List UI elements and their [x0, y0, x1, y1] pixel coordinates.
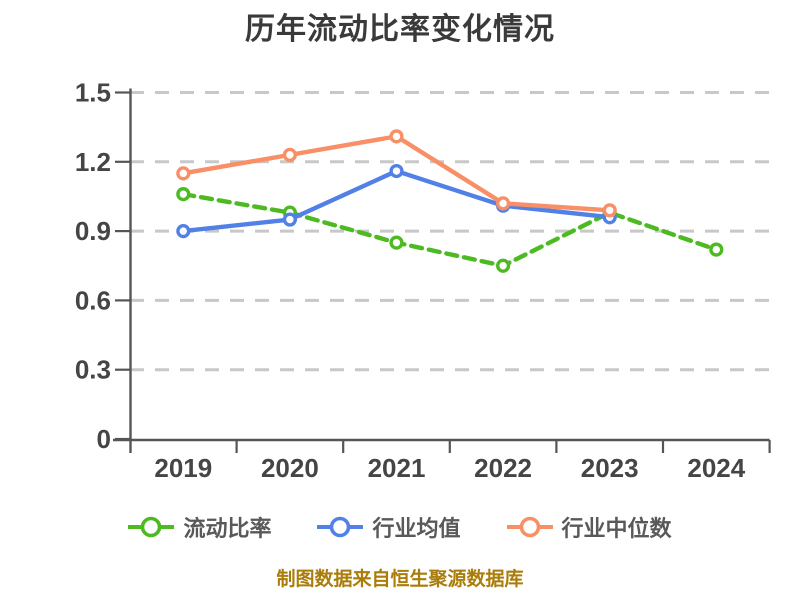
y-axis-tick-label: 0: [97, 424, 111, 454]
y-axis-tick-label: 0.3: [75, 355, 111, 385]
y-axis-tick-label: 1.2: [75, 147, 111, 177]
line-chart-plot-area: 0 0.3 0.6 0.9 1.2 1.5 2019 2020 2021 2022 2023 2024: [75, 78, 771, 483]
x-axis-tick-label: 2024: [687, 453, 745, 483]
x-axis-tick-label: 2021: [368, 453, 426, 483]
x-axis-tick-label: 2019: [154, 453, 212, 483]
legend-item-current-ratio[interactable]: 流动比率: [128, 511, 271, 543]
data-point-行业中位数-2023: [602, 203, 617, 218]
legend-label: 行业均值: [372, 516, 461, 541]
data-point-行业均值-2021: [389, 163, 404, 179]
legend-marker-circle-icon: [128, 516, 175, 538]
legend-item-industry-average[interactable]: 行业均值: [317, 511, 461, 543]
data-point-行业均值-2020: [282, 212, 298, 227]
legend-label: 行业中位数: [561, 516, 672, 541]
chart-title: 历年流动比率变化情况: [245, 13, 555, 46]
series-line-行业均值: [181, 168, 612, 234]
data-source-note: 制图数据来自恒生聚源数据库: [276, 569, 524, 590]
series-line-流动比率: [181, 191, 719, 268]
y-axis-tick-label: 0.6: [75, 285, 111, 315]
legend: 流动比率 行业均值 行业中位数: [0, 511, 800, 543]
data-point-行业中位数-2020: [282, 147, 298, 162]
y-axis-tick-label: 1.5: [75, 78, 111, 108]
data-point-行业中位数-2022: [496, 196, 511, 211]
x-axis-tick-label: 2022: [474, 453, 532, 483]
data-point-流动比率-2022: [496, 258, 511, 273]
data-point-行业中位数-2019: [176, 166, 191, 181]
x-axis-tick-label: 2020: [261, 453, 319, 483]
data-point-行业均值-2019: [176, 224, 191, 239]
legend-marker-circle-icon: [506, 516, 553, 538]
legend-label: 流动比率: [183, 516, 272, 541]
data-point-流动比率-2024: [709, 242, 724, 257]
y-axis-tick-label: 0.9: [75, 216, 111, 246]
legend-item-industry-median[interactable]: 行业中位数: [506, 511, 672, 543]
data-point-流动比率-2021: [389, 235, 404, 250]
data-point-流动比率-2019: [176, 187, 191, 202]
legend-marker-circle-icon: [317, 516, 364, 538]
x-axis-tick-label: 2023: [581, 453, 639, 483]
data-point-行业中位数-2021: [389, 129, 404, 144]
